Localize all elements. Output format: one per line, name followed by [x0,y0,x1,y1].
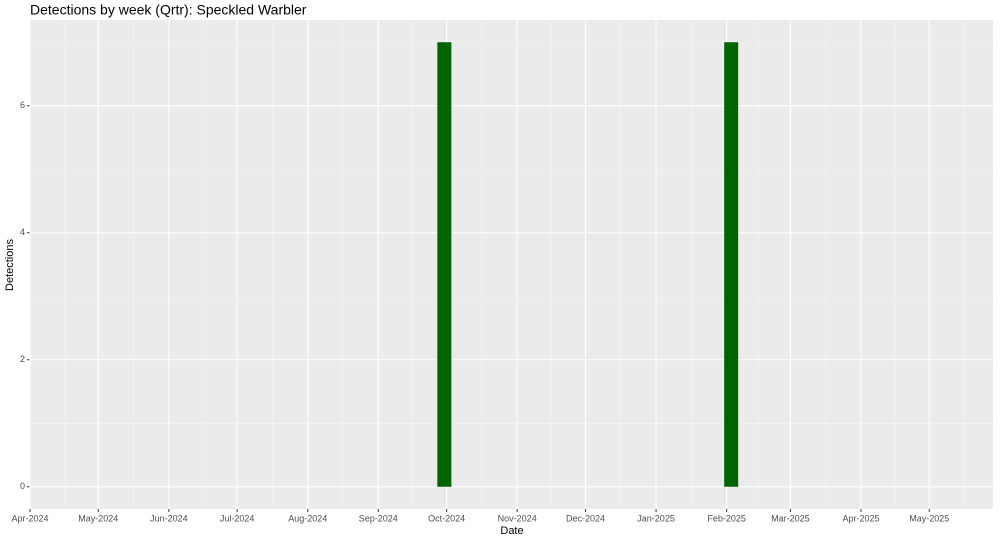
x-tick-label: Mar-2025 [771,513,810,523]
y-tick-label: 6 [20,100,25,110]
x-tick-label: Apr-2025 [842,513,879,523]
x-tick-label: May-2024 [78,513,118,523]
y-tick-label: 2 [20,354,25,364]
x-tick-label: Feb-2025 [707,513,746,523]
bar [437,42,452,487]
x-tick-label: Apr-2024 [11,513,48,523]
x-tick-label: Dec-2024 [566,513,605,523]
x-tick-label: Jul-2024 [220,513,255,523]
x-tick-label: Jun-2024 [150,513,188,523]
x-tick-label: Jan-2025 [637,513,675,523]
y-tick-label: 0 [20,481,25,491]
x-tick-label: Oct-2024 [428,513,465,523]
plot-panel [30,20,993,509]
chart-title: Detections by week (Qrtr): Speckled Warb… [30,2,307,18]
x-axis-title: Date [500,525,523,537]
y-tick-label: 4 [20,227,25,237]
x-tick-label: May-2025 [909,513,949,523]
bar [724,42,739,487]
x-tick-label: Sep-2024 [359,513,398,523]
y-axis-title: Detections [4,239,16,291]
x-tick-label: Aug-2024 [288,513,327,523]
x-tick-label: Nov-2024 [498,513,537,523]
